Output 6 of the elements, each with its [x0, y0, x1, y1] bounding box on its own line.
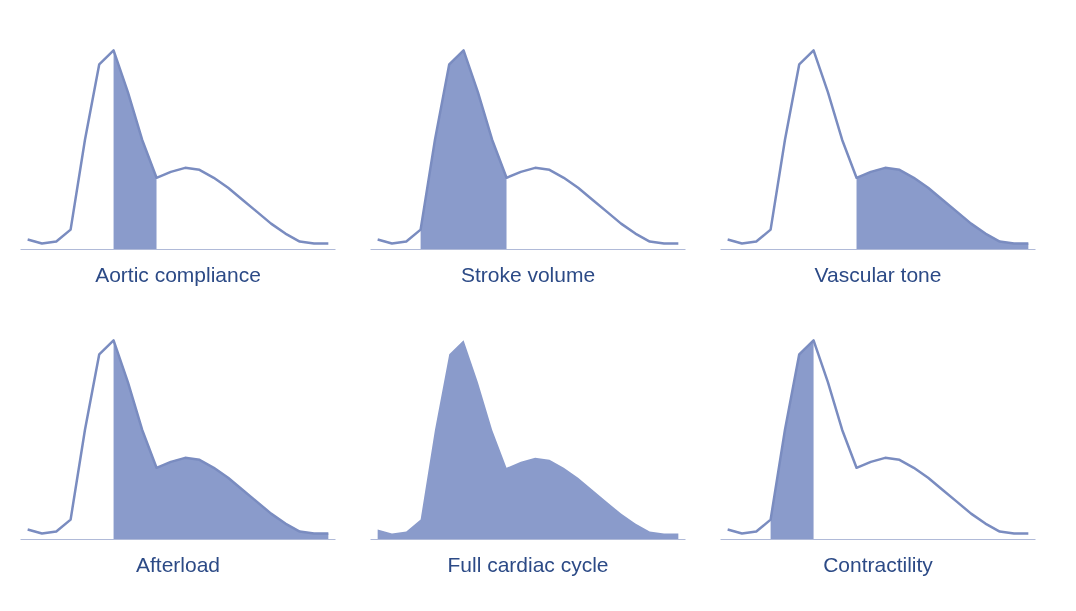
- text: Aortic compliance: [95, 262, 261, 286]
- text: Vascular tone: [814, 262, 942, 286]
- text: Contractility: [823, 552, 934, 576]
- text: Full cardiac cycle: [447, 552, 609, 576]
- text: Afterload: [135, 552, 221, 576]
- text: Stroke volume: [460, 262, 596, 286]
